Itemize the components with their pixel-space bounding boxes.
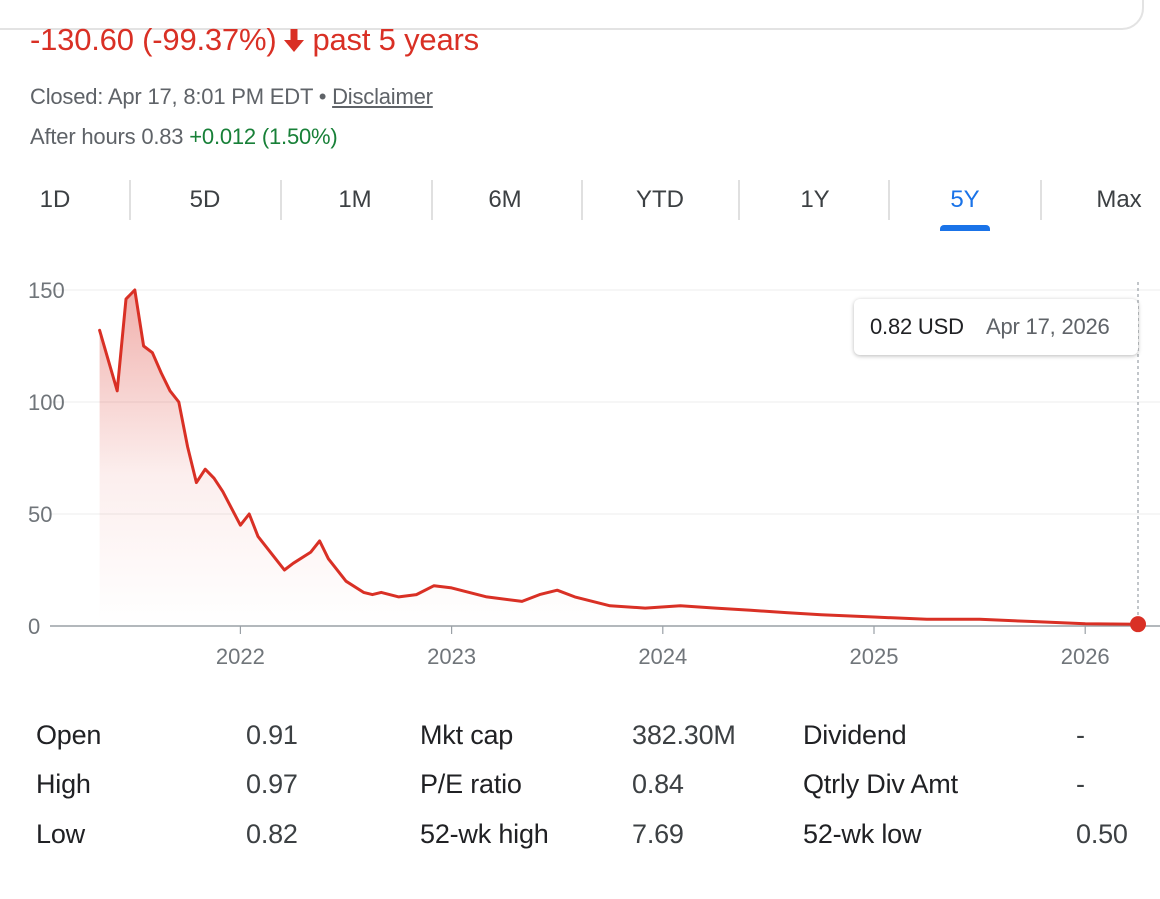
y-tick-label: 150 [28,278,65,303]
price-change-value: -130.60 (-99.37%) [30,22,277,57]
search-bar-edge [0,0,1144,30]
tab-1y[interactable]: 1Y [780,176,850,226]
y-tick-label: 0 [28,614,40,639]
tab-divider [581,180,583,220]
tab-5y[interactable]: 5Y [930,176,1000,231]
y-tick-label: 50 [28,502,52,527]
tab-divider [129,180,131,220]
tab-label: 1D [39,186,71,213]
stat-value: 0.84 [632,769,684,799]
tab-1m[interactable]: 1M [320,176,390,226]
tab-label: 5D [189,186,221,213]
stats-row: High 0.97 P/E ratio 0.84 Qtrly Div Amt - [0,769,1160,809]
x-tick-label: 2023 [427,644,476,669]
x-tick-label: 2026 [1061,644,1110,669]
tab-label: 1M [338,186,372,213]
stats-row: Open 0.91 Mkt cap 382.30M Dividend - [0,720,1160,760]
price-change-headline: -130.60 (-99.37%) past 5 years [30,22,479,58]
active-tab-indicator [940,225,990,231]
stat-value: 7.69 [632,819,684,849]
stat-label: Qtrly Div Amt [803,769,958,799]
tab-divider [280,180,282,220]
stats-row: Low 0.82 52-wk high 7.69 52-wk low 0.50 [0,819,1160,859]
tab-ytd[interactable]: YTD [620,176,700,226]
arrow-down-icon [284,29,305,52]
x-tick-label: 2022 [216,644,265,669]
period-label: past 5 years [312,22,479,57]
tab-max[interactable]: Max [1080,176,1158,226]
stat-label: P/E ratio [420,769,522,799]
stat-value: 0.97 [246,769,298,799]
x-tick-label: 2025 [850,644,899,669]
stat-label: 52-wk high [420,819,549,849]
tooltip-price: 0.82 USD [870,314,964,339]
disclaimer-link[interactable]: Disclaimer [332,84,433,109]
tab-label: 5Y [950,186,980,213]
stat-value: - [1076,720,1085,750]
after-hours-price: After hours 0.83 [30,124,184,149]
stat-label: Dividend [803,720,907,750]
area-fill [99,290,1139,626]
tab-6m[interactable]: 6M [470,176,540,226]
tab-1d[interactable]: 1D [20,176,90,226]
stat-label: High [36,769,91,799]
stat-value: 0.50 [1076,819,1128,849]
stat-value: 382.30M [632,720,736,750]
tab-label: Max [1096,186,1142,213]
after-hours-change: +0.012 (1.50%) [189,124,338,149]
tooltip-date: Apr 17, 2026 [986,314,1110,339]
closed-time: Closed: Apr 17, 8:01 PM EDT [30,84,313,109]
tab-label: 6M [488,186,522,213]
price-line [98,288,1140,626]
stat-value: 0.91 [246,720,298,750]
tab-divider [888,180,890,220]
range-tabs: 1D 5D 1M 6M YTD 1Y 5Y Max [0,176,1160,236]
current-price-dot [1130,616,1146,633]
stat-value: - [1076,769,1085,799]
after-hours-info: After hours 0.83 +0.012 (1.50%) [30,124,338,150]
tab-divider [1040,180,1042,220]
market-status: Closed: Apr 17, 8:01 PM EDT • Disclaimer [30,84,433,110]
stat-label: Open [36,720,102,750]
tab-5d[interactable]: 5D [170,176,240,226]
stat-label: 52-wk low [803,819,922,849]
tab-label: 1Y [800,186,830,213]
chart-tooltip: 0.82 USD Apr 17, 2026 [854,299,1138,355]
stat-value: 0.82 [246,819,298,849]
price-chart[interactable]: 0 50 100 150 2022 2023 2024 2025 2026 [0,268,1160,688]
y-tick-label: 100 [28,390,65,415]
tab-divider [738,180,740,220]
tab-label: YTD [636,186,684,213]
axis-labels: 0 50 100 150 2022 2023 2024 2025 2026 [28,278,1110,669]
stat-label: Low [36,819,85,849]
tab-divider [431,180,433,220]
stat-label: Mkt cap [420,720,514,750]
separator-dot: • [312,84,333,109]
price-area-fill [99,290,1139,626]
x-tick-label: 2024 [638,644,687,669]
